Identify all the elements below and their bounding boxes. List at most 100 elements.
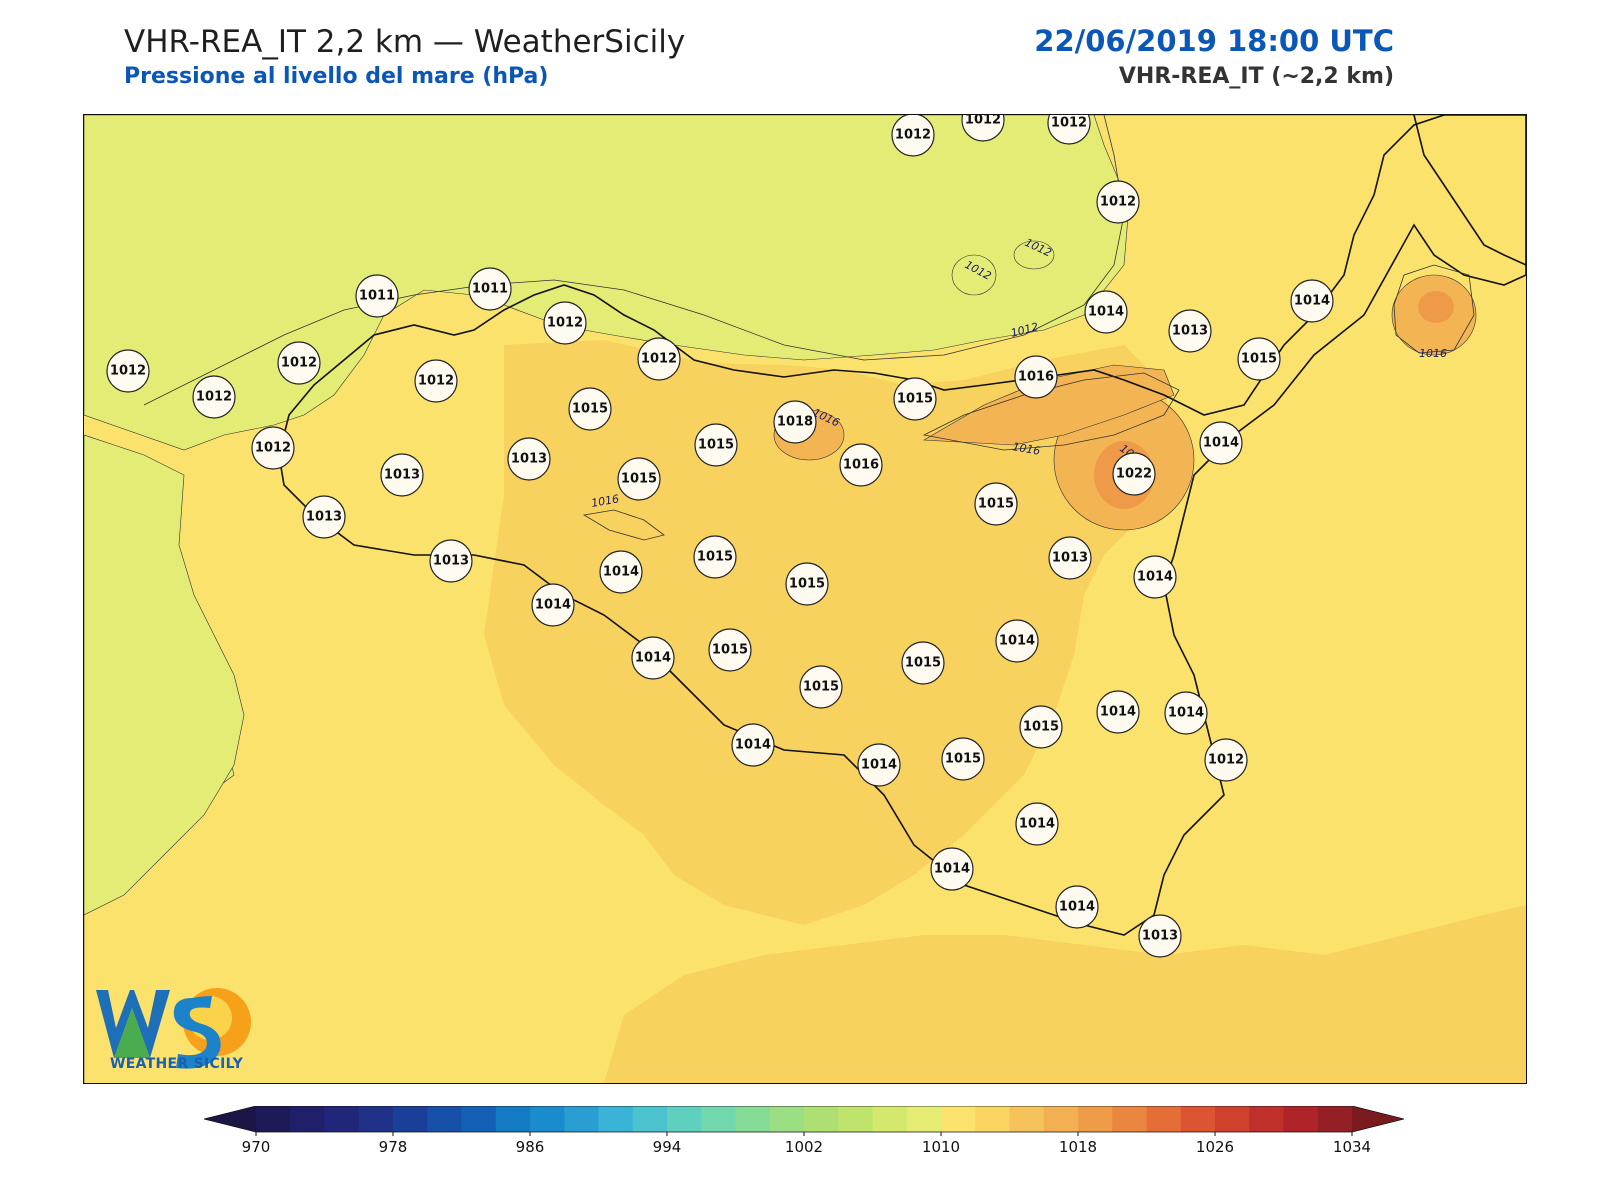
station-value: 1015 [1023, 720, 1059, 735]
station-value: 1015 [897, 392, 933, 407]
station-circle [568, 387, 612, 431]
station-circle [1096, 180, 1140, 224]
isobar-1016-etna [922, 372, 1180, 451]
header-left: VHR-REA_IT 2,2 km — WeatherSicily Pressi… [124, 24, 685, 89]
station-value: 1022 [1116, 467, 1152, 482]
station-value: 1014 [1100, 705, 1136, 720]
isobar-label: 1016 [1419, 347, 1447, 360]
station-marker: 1012 [192, 375, 236, 419]
station-value: 1015 [712, 643, 748, 658]
station-value: 1015 [621, 472, 657, 487]
station-value: 1015 [803, 680, 839, 695]
isobar-label: 1016 [590, 492, 620, 510]
station-marker: 1014 [1133, 555, 1177, 599]
station-marker: 1012 [414, 359, 458, 403]
station-marker: 1012 [961, 115, 1005, 142]
station-value: 1013 [384, 468, 420, 483]
isobar-1016-west [582, 509, 665, 541]
colorbar-swatch [1078, 1106, 1113, 1132]
colorbar-swatch [1180, 1106, 1216, 1132]
station-circle [1112, 452, 1156, 496]
station-marker: 1012 [1096, 180, 1140, 224]
station-circle [891, 115, 935, 157]
station-circle [1133, 555, 1177, 599]
station-value: 1012 [1051, 116, 1087, 131]
station-marker: 1015 [617, 457, 661, 501]
colorbar-swatch [393, 1106, 428, 1132]
station-marker: 1014 [995, 619, 1039, 663]
colorbar-swatch [1215, 1106, 1250, 1132]
station-circle [893, 377, 937, 421]
station-circle [355, 274, 399, 318]
map-panel[interactable]: 1012 1012 1012 1016 1016 1016 1016 1020 … [83, 114, 1527, 1084]
station-marker: 1014 [731, 723, 775, 767]
station-marker: 1013 [380, 453, 424, 497]
isobar-1016-calabria [1393, 264, 1475, 354]
station-circle [468, 267, 512, 311]
station-value: 1012 [255, 441, 291, 456]
station-marker: 1015 [694, 423, 738, 467]
station-markers: 1012 1012 1012 1012 1012 1012 1012 1011 1011 1012… [106, 115, 1334, 958]
station-value: 1014 [1203, 436, 1239, 451]
station-value: 1012 [1100, 195, 1136, 210]
colorbar-swatch [530, 1106, 565, 1132]
station-circle [1014, 355, 1058, 399]
station-value: 1013 [511, 452, 547, 467]
colorbar-swatch [701, 1106, 736, 1132]
station-value: 1014 [1059, 900, 1095, 915]
colorbar-swatch [290, 1106, 325, 1132]
pressure-map[interactable]: 1012 1012 1012 1016 1016 1016 1016 1020 … [84, 115, 1526, 1083]
station-value: 1011 [359, 289, 395, 304]
colorbar-tick-label: 1034 [1333, 1138, 1371, 1156]
station-circle [599, 550, 643, 594]
station-marker: 1012 [543, 301, 587, 345]
station-circle [1290, 279, 1334, 323]
logo-text: WEATHER SICILY [110, 1056, 244, 1072]
station-marker: 1014 [531, 583, 575, 627]
station-marker: 1014 [1084, 290, 1128, 334]
colorbar-swatch [872, 1106, 908, 1132]
station-value: 1014 [1168, 706, 1204, 721]
high-pressure-band-north [922, 364, 1175, 446]
colorbar-swatch [667, 1106, 702, 1132]
colorbar-tick-label: 1010 [922, 1138, 960, 1156]
station-value: 1016 [1018, 370, 1054, 385]
colorbar-tick-label: 1026 [1196, 1138, 1234, 1156]
colorbar-swatch [564, 1106, 599, 1132]
station-value: 1014 [999, 634, 1035, 649]
colorbar-ticks: 970 978 986 994 1002 1010 1018 1026 1034 [242, 1132, 1371, 1156]
station-circle [637, 337, 681, 381]
station-marker: 1013 [1138, 914, 1182, 958]
station-marker: 1015 [1019, 705, 1063, 749]
colorbar-swatches [204, 1106, 1404, 1133]
station-value: 1015 [789, 577, 825, 592]
mid-pressure-area-south [604, 905, 1526, 1083]
colorbar-swatch [804, 1106, 839, 1132]
station-marker: 1015 [901, 641, 945, 685]
station-value: 1012 [281, 356, 317, 371]
sicily-coastline [278, 115, 1526, 936]
isobar-1012-north [143, 115, 1125, 406]
station-value: 1012 [110, 364, 146, 379]
station-circle [1048, 536, 1092, 580]
colorbar-swatch [1112, 1106, 1147, 1132]
station-value: 1012 [196, 390, 232, 405]
colorbar-swatch [769, 1106, 805, 1132]
station-circle [414, 359, 458, 403]
colorbar-tick-label: 1018 [1059, 1138, 1097, 1156]
station-circle [995, 619, 1039, 663]
station-value: 1013 [1142, 929, 1178, 944]
station-circle [839, 443, 883, 487]
station-value: 1014 [861, 758, 897, 773]
colorbar-swatch [1317, 1106, 1353, 1132]
station-circle [251, 426, 295, 470]
low-pressure-area-north [84, 115, 1526, 451]
station-marker: 1015 [568, 387, 612, 431]
station-value: 1014 [1088, 305, 1124, 320]
station-marker: 1015 [799, 665, 843, 709]
colorbar-swatch [1043, 1106, 1079, 1132]
calabria-coastline [1413, 115, 1526, 266]
station-value: 1015 [572, 402, 608, 417]
station-value: 1015 [978, 497, 1014, 512]
low-pressure-pocket-2 [1013, 240, 1055, 270]
